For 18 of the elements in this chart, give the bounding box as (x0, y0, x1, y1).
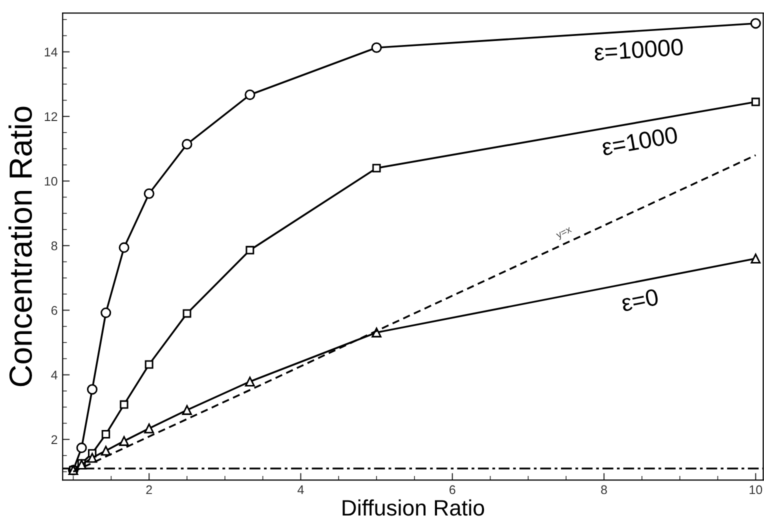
text: ε=1000 (601, 126, 678, 156)
y-tick-label: 12 (44, 112, 58, 121)
y-tick-label: 2 (51, 435, 58, 444)
y-tick-label: 10 (44, 176, 58, 186)
x-tick-label: 8 (601, 485, 607, 494)
y-axis-title: Concentration Ratio (8, 106, 32, 386)
x-tick-label: 6 (450, 485, 456, 494)
x-tick-label: 4 (298, 485, 304, 494)
y-tick-label: 14 (44, 48, 58, 56)
x-axis-title: Diffusion Ratio (342, 499, 484, 516)
y-tick-label: 8 (51, 241, 58, 250)
y-tick-label: 6 (51, 306, 58, 315)
series-label: ε=10000 (594, 38, 684, 61)
x-tick-label: 2 (146, 485, 152, 494)
y-tick-label: 4 (51, 370, 58, 380)
x-tick-label: 10 (750, 485, 762, 494)
text: ε=0 (620, 288, 659, 312)
annotation: y=x (556, 227, 573, 240)
